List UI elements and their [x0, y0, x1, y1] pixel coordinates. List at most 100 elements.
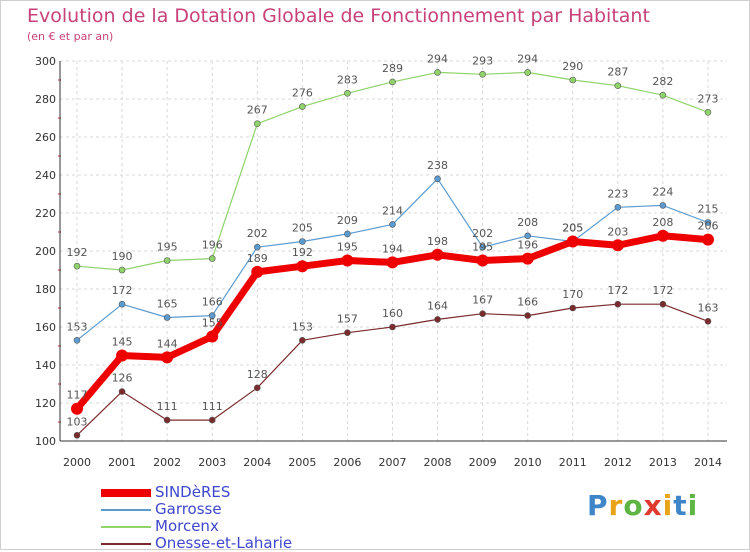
- data-point: [299, 238, 306, 245]
- x-tick-label: 2000: [63, 456, 91, 469]
- legend-swatch: [101, 488, 151, 497]
- legend-label: Onesse-et-Laharie: [155, 534, 293, 552]
- data-label: 238: [427, 159, 448, 172]
- data-point: [476, 254, 489, 267]
- data-label: 276: [292, 87, 313, 100]
- data-label: 205: [562, 222, 583, 235]
- legend-item: Onesse-et-Laharie: [101, 535, 292, 552]
- data-label: 189: [247, 252, 268, 265]
- chart-title: Evolution de la Dotation Globale de Fonc…: [27, 5, 650, 27]
- x-tick-label: 2007: [378, 456, 406, 469]
- data-point: [344, 230, 351, 238]
- data-point: [344, 90, 351, 97]
- data-point: [118, 300, 126, 308]
- data-label: 273: [697, 92, 718, 105]
- legend-item: Morcenx: [101, 518, 292, 535]
- y-tick-label: 160: [35, 321, 56, 334]
- data-point: [253, 120, 261, 127]
- data-label: 155: [202, 317, 223, 330]
- data-point: [208, 255, 216, 262]
- data-label: 224: [652, 185, 673, 198]
- data-point: [163, 314, 171, 321]
- data-label: 283: [337, 73, 358, 86]
- data-point: [386, 256, 399, 269]
- data-point: [524, 312, 532, 319]
- logo-letter: i: [687, 489, 699, 522]
- data-label: 170: [562, 288, 583, 301]
- logo-letter: o: [623, 489, 644, 522]
- data-label: 166: [202, 296, 223, 309]
- data-label: 172: [112, 284, 133, 297]
- legend-swatch: [101, 542, 151, 545]
- data-point: [253, 243, 261, 251]
- data-point: [71, 402, 83, 415]
- data-point: [479, 71, 486, 78]
- y-tick-label: 280: [35, 93, 56, 106]
- data-point: [299, 103, 306, 110]
- data-point: [116, 349, 129, 362]
- logo-letter: P: [587, 489, 609, 522]
- y-tick-label: 140: [35, 359, 56, 372]
- data-point: [611, 239, 624, 252]
- chart-subtitle: (en € et par an): [27, 30, 114, 43]
- data-point: [206, 330, 219, 343]
- data-label: 157: [337, 313, 358, 326]
- data-label: 289: [382, 62, 403, 75]
- logo-letter: t: [673, 489, 688, 522]
- data-label: 195: [157, 241, 178, 254]
- data-label: 202: [247, 227, 268, 240]
- data-label: 209: [337, 214, 358, 227]
- data-label: 167: [472, 294, 493, 307]
- data-label: 206: [697, 220, 718, 233]
- data-point: [208, 312, 216, 319]
- x-tick-label: 2011: [559, 456, 587, 469]
- data-point: [73, 336, 81, 344]
- logo-letter: r: [608, 489, 624, 522]
- data-label: 294: [427, 52, 448, 65]
- legend-swatch: [101, 508, 151, 511]
- x-tick-label: 2008: [424, 456, 452, 469]
- data-point: [299, 336, 306, 344]
- data-point: [524, 232, 532, 240]
- plot-area: [60, 61, 727, 441]
- data-point: [163, 257, 171, 264]
- data-label: 294: [517, 52, 538, 65]
- x-tick-label: 2001: [108, 456, 136, 469]
- y-tick-label: 240: [35, 169, 56, 182]
- data-label: 196: [517, 239, 538, 252]
- legend-item: SINDèRES: [101, 484, 292, 501]
- data-label: 202: [472, 227, 493, 240]
- data-point: [73, 262, 81, 270]
- data-label: 103: [67, 415, 88, 428]
- data-point: [341, 254, 354, 267]
- data-point: [389, 323, 396, 331]
- y-tick-label: 220: [35, 207, 56, 220]
- data-point: [344, 329, 351, 337]
- data-point: [614, 204, 622, 211]
- data-label: 196: [202, 239, 223, 252]
- data-point: [479, 243, 486, 251]
- data-point: [656, 229, 669, 242]
- data-label: 282: [652, 75, 673, 88]
- proxiti-logo: Proxiti: [587, 489, 698, 522]
- y-tick-label: 300: [35, 55, 56, 68]
- data-label: 223: [607, 187, 628, 200]
- data-point: [431, 248, 444, 261]
- y-tick-label: 260: [35, 131, 56, 144]
- x-tick-label: 2010: [514, 456, 542, 469]
- x-tick-label: 2005: [288, 456, 316, 469]
- x-tick-label: 2013: [649, 456, 677, 469]
- y-tick-label: 100: [35, 435, 56, 448]
- data-label: 192: [292, 246, 313, 259]
- data-label: 190: [112, 250, 133, 263]
- data-label: 166: [517, 296, 538, 309]
- data-label: 164: [427, 299, 448, 312]
- x-tick-label: 2003: [198, 456, 226, 469]
- data-label: 267: [247, 104, 268, 117]
- data-point: [614, 82, 622, 89]
- data-point: [434, 69, 441, 76]
- data-point: [704, 109, 712, 116]
- x-tick-label: 2009: [469, 456, 497, 469]
